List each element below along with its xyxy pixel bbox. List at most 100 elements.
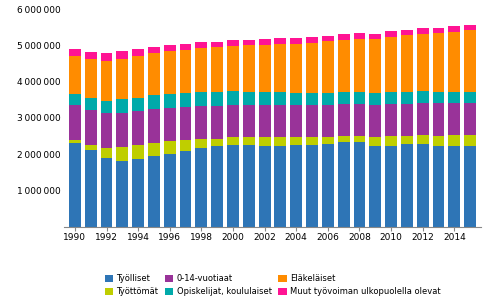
Bar	[306, 43, 318, 93]
Bar	[243, 145, 255, 226]
Bar	[259, 92, 271, 105]
Bar	[274, 105, 286, 137]
Bar	[69, 49, 81, 56]
Bar	[85, 150, 97, 226]
Bar	[322, 137, 334, 144]
Bar	[148, 109, 160, 143]
Bar	[180, 151, 191, 226]
Bar	[338, 92, 350, 104]
Bar	[85, 52, 97, 59]
Bar	[180, 107, 191, 140]
Bar	[85, 110, 97, 145]
Bar	[290, 105, 302, 137]
Bar	[369, 93, 381, 105]
Bar	[290, 93, 302, 105]
Bar	[101, 60, 112, 101]
Bar	[116, 51, 128, 59]
Bar	[385, 37, 397, 92]
Bar	[227, 105, 239, 137]
Bar	[448, 103, 460, 135]
Bar	[116, 99, 128, 113]
Bar	[180, 93, 191, 107]
Bar	[274, 44, 286, 92]
Bar	[322, 36, 334, 41]
Bar	[195, 148, 207, 226]
Bar	[259, 146, 271, 226]
Bar	[85, 98, 97, 110]
Bar	[354, 142, 365, 226]
Bar	[116, 113, 128, 147]
Bar	[195, 48, 207, 92]
Bar	[338, 104, 350, 136]
Bar	[417, 34, 429, 92]
Bar	[433, 146, 444, 226]
Bar	[195, 139, 207, 148]
Bar	[132, 111, 144, 145]
Bar	[148, 156, 160, 226]
Bar	[354, 136, 365, 142]
Bar	[259, 105, 271, 137]
Bar	[259, 137, 271, 146]
Bar	[448, 146, 460, 226]
Bar	[211, 139, 223, 146]
Bar	[274, 38, 286, 44]
Bar	[306, 105, 318, 137]
Bar	[180, 50, 191, 93]
Bar	[354, 104, 365, 136]
Bar	[69, 94, 81, 105]
Bar	[385, 31, 397, 37]
Bar	[464, 25, 476, 31]
Bar	[227, 145, 239, 226]
Bar	[274, 137, 286, 146]
Bar	[243, 105, 255, 137]
Bar	[354, 34, 365, 39]
Bar	[322, 93, 334, 105]
Bar	[101, 158, 112, 226]
Bar	[195, 42, 207, 48]
Bar	[227, 91, 239, 105]
Bar	[69, 105, 81, 140]
Bar	[101, 148, 112, 158]
Bar	[464, 146, 476, 226]
Bar	[148, 95, 160, 109]
Bar	[274, 92, 286, 105]
Bar	[401, 136, 413, 144]
Bar	[306, 37, 318, 43]
Bar	[116, 161, 128, 226]
Bar	[338, 136, 350, 142]
Bar	[433, 33, 444, 92]
Bar	[369, 39, 381, 93]
Bar	[116, 147, 128, 161]
Bar	[211, 106, 223, 139]
Bar	[322, 105, 334, 137]
Bar	[148, 47, 160, 53]
Bar	[369, 34, 381, 39]
Bar	[464, 31, 476, 92]
Bar	[132, 159, 144, 226]
Bar	[164, 154, 176, 226]
Bar	[322, 41, 334, 93]
Bar	[290, 38, 302, 44]
Bar	[101, 113, 112, 148]
Bar	[116, 59, 128, 99]
Bar	[132, 145, 144, 159]
Bar	[306, 145, 318, 226]
Bar	[227, 40, 239, 46]
Bar	[433, 103, 444, 136]
Bar	[401, 144, 413, 226]
Bar	[227, 137, 239, 145]
Bar	[464, 92, 476, 103]
Bar	[464, 103, 476, 135]
Legend: Työlliset, Työttömät, 0-14-vuotiaat, Opiskelijat, koululaiset, Eläkeläiset, Muut: Työlliset, Työttömät, 0-14-vuotiaat, Opi…	[105, 274, 440, 296]
Bar	[417, 144, 429, 226]
Bar	[195, 106, 207, 139]
Bar	[385, 92, 397, 104]
Bar	[69, 140, 81, 143]
Bar	[401, 30, 413, 35]
Bar	[243, 45, 255, 92]
Bar	[322, 144, 334, 226]
Bar	[306, 93, 318, 105]
Bar	[259, 45, 271, 92]
Bar	[385, 146, 397, 226]
Bar	[195, 92, 207, 106]
